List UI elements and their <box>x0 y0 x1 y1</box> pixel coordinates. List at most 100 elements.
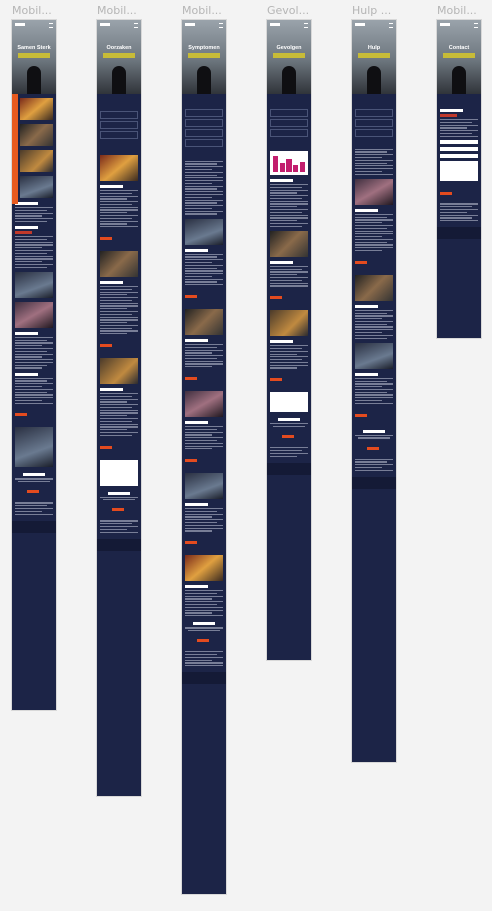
section-heading <box>15 372 38 376</box>
list-item[interactable] <box>185 129 223 137</box>
list-item[interactable] <box>355 109 393 117</box>
list-item[interactable] <box>185 119 223 127</box>
footer <box>352 476 396 489</box>
name-field[interactable] <box>440 139 478 144</box>
frame-contact[interactable]: Contact <box>437 20 481 338</box>
logo[interactable] <box>270 23 280 26</box>
read-more-button[interactable] <box>185 459 197 463</box>
send-button[interactable] <box>440 191 452 195</box>
cta-button[interactable] <box>15 413 27 417</box>
frame-home[interactable]: Samen Sterk <box>12 20 56 710</box>
info-card <box>100 459 138 486</box>
hero-silhouette <box>452 66 466 94</box>
frame-symptomen[interactable]: Symptomen <box>182 20 226 894</box>
read-more-button[interactable] <box>100 344 112 347</box>
image <box>355 342 393 369</box>
section-heading <box>15 226 38 230</box>
frame-label-6[interactable]: Mobil... <box>437 4 477 17</box>
list-item[interactable] <box>100 121 138 129</box>
cta-button[interactable] <box>367 446 379 450</box>
subject-field[interactable] <box>440 153 478 158</box>
list-item[interactable] <box>270 129 308 137</box>
info-card <box>270 392 308 413</box>
frame-oorzaken[interactable]: Oorzaken <box>97 20 141 796</box>
menu-icon[interactable] <box>474 23 478 28</box>
image <box>15 271 53 298</box>
cta-button[interactable] <box>112 508 124 512</box>
frame-label-3[interactable]: Mobil... <box>182 4 222 17</box>
logo[interactable] <box>100 23 110 26</box>
logo[interactable] <box>440 23 450 26</box>
read-more-button[interactable] <box>100 236 112 240</box>
menu-icon[interactable] <box>219 23 223 28</box>
cta-button[interactable] <box>197 639 209 643</box>
image <box>270 310 308 337</box>
image-tile <box>20 150 53 172</box>
image-tile <box>20 124 53 146</box>
hero: Gevolgen <box>267 20 311 94</box>
image <box>100 358 138 384</box>
list-item[interactable] <box>185 109 223 117</box>
menu-icon[interactable] <box>134 23 138 28</box>
hero-subtitle <box>18 53 50 58</box>
hero-silhouette <box>112 66 126 94</box>
read-more-button[interactable] <box>270 378 282 382</box>
list-item[interactable] <box>270 119 308 127</box>
frame-label-1[interactable]: Mobil... <box>12 4 52 17</box>
logo[interactable] <box>15 23 25 26</box>
read-more-button[interactable] <box>355 413 367 417</box>
logo[interactable] <box>185 23 195 26</box>
hero-silhouette <box>282 66 296 94</box>
frame-label-2[interactable]: Mobil... <box>97 4 137 17</box>
accent-bar <box>12 94 18 204</box>
list-item[interactable] <box>355 119 393 127</box>
image <box>185 473 223 500</box>
image-tile <box>20 176 53 198</box>
hero: Oorzaken <box>97 20 141 94</box>
hero: Contact <box>437 20 481 94</box>
cta-button[interactable] <box>27 490 39 494</box>
read-more-button[interactable] <box>185 377 197 381</box>
frame-label-4[interactable]: Gevol... <box>267 4 310 17</box>
footer <box>12 520 56 533</box>
hero-subtitle <box>443 53 475 58</box>
image <box>270 230 308 257</box>
image <box>355 178 393 205</box>
list-item[interactable] <box>185 139 223 147</box>
menu-icon[interactable] <box>49 23 53 28</box>
frame-label-5[interactable]: Hulp ... <box>352 4 392 17</box>
list-item[interactable] <box>100 131 138 139</box>
hero: Samen Sterk <box>12 20 56 94</box>
cta-button[interactable] <box>282 435 294 439</box>
read-more-button[interactable] <box>355 260 367 264</box>
list-item[interactable] <box>355 129 393 137</box>
hero-silhouette <box>367 66 381 94</box>
list-item[interactable] <box>270 109 308 117</box>
image <box>355 274 393 301</box>
frame-hulp[interactable]: Hulp <box>352 20 396 762</box>
hero-title: Symptomen <box>188 45 220 51</box>
read-more-button[interactable] <box>185 295 197 298</box>
read-more-button[interactable] <box>100 445 112 449</box>
hero-title: Oorzaken <box>106 45 132 51</box>
hero-title: Samen Sterk <box>17 45 51 51</box>
image <box>15 427 53 468</box>
hero-title: Gevolgen <box>276 45 302 51</box>
email-field[interactable] <box>440 146 478 151</box>
logo[interactable] <box>355 23 365 26</box>
footer <box>267 462 311 475</box>
image <box>100 155 138 181</box>
frame-gevolgen[interactable]: Gevolgen <box>267 20 311 660</box>
menu-icon[interactable] <box>304 23 308 28</box>
message-field[interactable] <box>440 160 478 181</box>
list-item[interactable] <box>100 111 138 119</box>
menu-icon[interactable] <box>389 23 393 28</box>
bar-chart-graphic <box>270 151 308 175</box>
hero: Symptomen <box>182 20 226 94</box>
hero-silhouette <box>27 66 41 94</box>
hero: Hulp <box>352 20 396 94</box>
read-more-button[interactable] <box>185 541 197 545</box>
hero-subtitle <box>103 53 135 58</box>
footer <box>182 672 226 685</box>
read-more-button[interactable] <box>270 296 282 300</box>
